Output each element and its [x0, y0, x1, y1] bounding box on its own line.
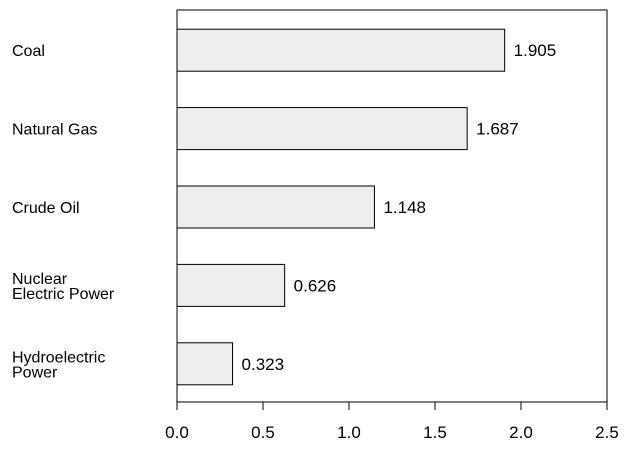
category-label: Hydroelectric [12, 349, 105, 366]
category-labels: Coal Natural Gas Crude Oil NuclearElectric … [12, 43, 115, 381]
value-label: 1.687 [476, 120, 519, 139]
value-labels: 1.905 1.687 1.148 0.626 0.323 [242, 41, 557, 374]
category-label: Electric Power [12, 286, 115, 303]
value-label: 0.626 [294, 276, 337, 295]
x-tick-label: 1.0 [337, 423, 361, 442]
x-tick-label: 2.0 [509, 423, 533, 442]
bar [176, 263, 286, 307]
bar [176, 342, 234, 386]
value-label: 1.905 [514, 41, 557, 60]
value-label: 0.323 [242, 355, 285, 374]
category-label: Crude Oil [12, 200, 80, 217]
x-tick-label: 0.0 [165, 423, 189, 442]
x-axis: 0.0 0.5 1.0 1.5 2.0 2.5 [165, 402, 619, 442]
bar [176, 185, 375, 229]
category-label: Power [12, 364, 58, 381]
x-tick-label: 2.5 [595, 423, 619, 442]
x-tick-label: 1.5 [423, 423, 447, 442]
category-label: Nuclear [12, 271, 68, 288]
x-tick-label: 0.5 [251, 423, 275, 442]
bar [176, 107, 468, 151]
category-label: Natural Gas [12, 122, 97, 139]
value-label: 1.148 [383, 198, 426, 217]
category-label: Coal [12, 43, 45, 60]
bars-group [176, 28, 506, 386]
bar [176, 28, 506, 72]
